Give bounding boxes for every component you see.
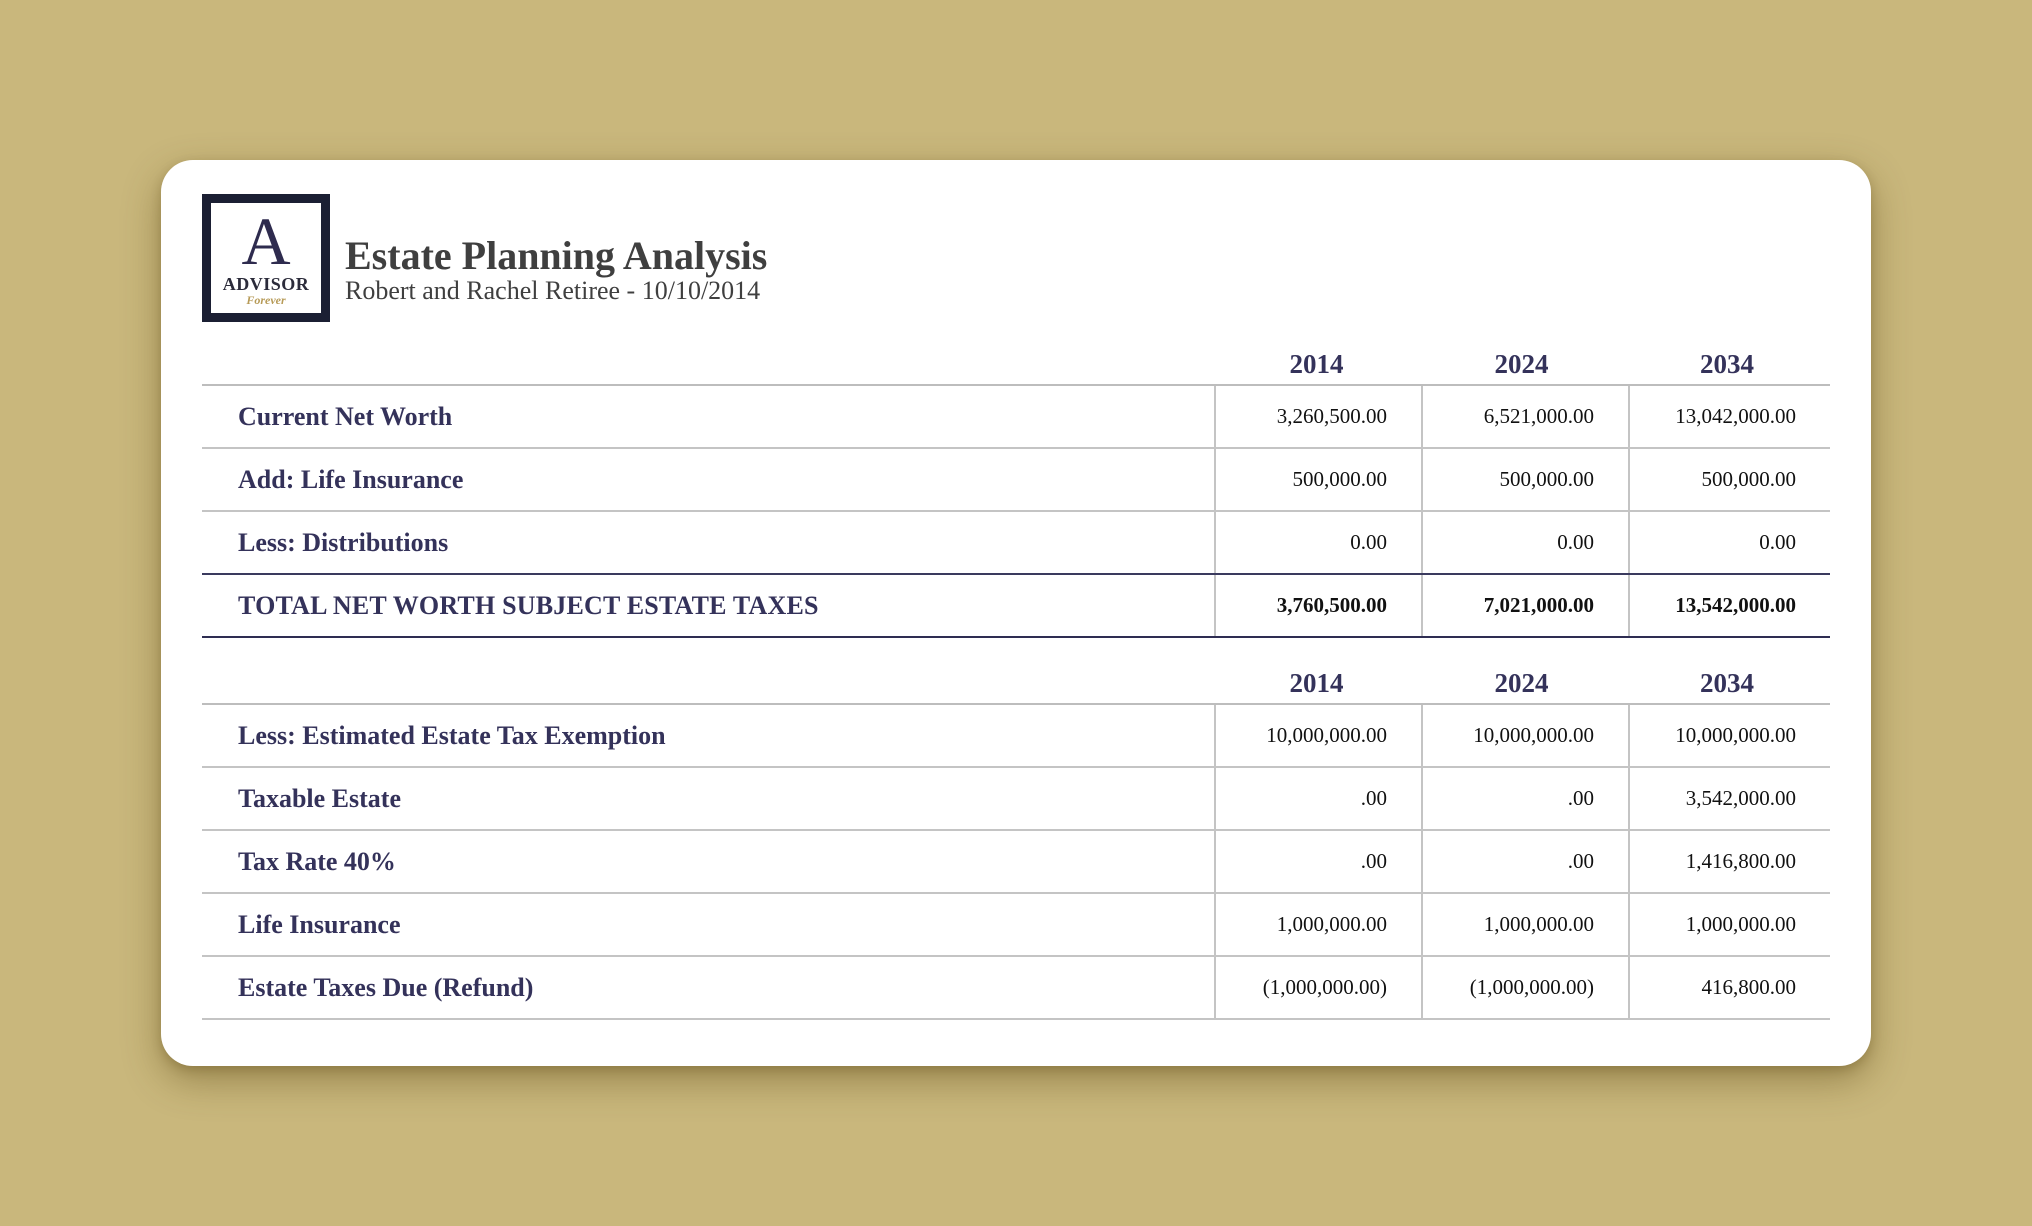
advisor-logo: A ADVISOR Forever (202, 194, 330, 322)
table-row-less-distributions: Less: Distributions 0.00 0.00 0.00 (202, 512, 1830, 575)
cell-value: 500,000.00 (1421, 449, 1628, 510)
cell-value: 6,521,000.00 (1421, 386, 1628, 447)
table-header: 2014 2024 2034 (202, 665, 1830, 705)
table-row-add-life-insurance: Add: Life Insurance 500,000.00 500,000.0… (202, 449, 1830, 512)
row-label: Taxable Estate (238, 784, 401, 813)
cell-value: (1,000,000.00) (1214, 957, 1421, 1018)
cell-value: 1,000,000.00 (1214, 894, 1421, 955)
row-label: Life Insurance (238, 910, 401, 939)
estate-tax-table: 2014 2024 2034 Less: Estimated Estate Ta… (202, 665, 1830, 1020)
table-row-total-net-worth: TOTAL NET WORTH SUBJECT ESTATE TAXES 3,7… (202, 575, 1830, 638)
table-header: 2014 2024 2034 (202, 346, 1830, 386)
table-row-life-insurance: Life Insurance 1,000,000.00 1,000,000.00… (202, 894, 1830, 957)
logo-letter: A (241, 203, 291, 279)
total-value: 3,760,500.00 (1214, 575, 1421, 636)
column-header-year: 2014 (1289, 349, 1344, 379)
page-subtitle: Robert and Rachel Retiree - 10/10/2014 (345, 276, 761, 305)
cell-value: 416,800.00 (1628, 957, 1830, 1018)
cell-value: 3,260,500.00 (1214, 386, 1421, 447)
cell-value: .00 (1214, 831, 1421, 892)
cell-value: 3,542,000.00 (1628, 768, 1830, 829)
logo-name: ADVISOR (222, 274, 310, 294)
cell-value: .00 (1421, 768, 1628, 829)
column-header-year: 2014 (1289, 668, 1344, 698)
net-worth-table: 2014 2024 2034 Current Net Worth 3,260,5… (202, 346, 1830, 638)
cell-value: 1,416,800.00 (1628, 831, 1830, 892)
row-label: Tax Rate 40% (238, 847, 396, 876)
cell-value: 1,000,000.00 (1421, 894, 1628, 955)
row-label: Less: Distributions (238, 528, 449, 557)
table-row-estate-tax-exemption: Less: Estimated Estate Tax Exemption 10,… (202, 705, 1830, 768)
row-label: Add: Life Insurance (238, 465, 464, 494)
column-header-year: 2024 (1494, 668, 1549, 698)
table-row-taxable-estate: Taxable Estate .00 .00 3,542,000.00 (202, 768, 1830, 831)
cell-value: 10,000,000.00 (1628, 705, 1830, 766)
total-label: TOTAL NET WORTH SUBJECT ESTATE TAXES (238, 591, 819, 620)
cell-value: 10,000,000.00 (1421, 705, 1628, 766)
cell-value: .00 (1421, 831, 1628, 892)
header-label-spacer (202, 346, 1214, 384)
row-label: Estate Taxes Due (Refund) (238, 973, 534, 1002)
cell-value: 0.00 (1421, 512, 1628, 573)
column-header-year: 2024 (1494, 349, 1549, 379)
cell-value: .00 (1214, 768, 1421, 829)
cell-value: 0.00 (1628, 512, 1830, 573)
page-title: Estate Planning Analysis (345, 233, 768, 278)
column-header-year: 2034 (1700, 349, 1754, 379)
total-value: 7,021,000.00 (1421, 575, 1628, 636)
cell-value: 1,000,000.00 (1628, 894, 1830, 955)
total-value: 13,542,000.00 (1628, 575, 1830, 636)
row-label: Less: Estimated Estate Tax Exemption (238, 721, 666, 750)
report-card: A ADVISOR Forever Estate Planning Analys… (161, 160, 1871, 1066)
logo-tagline: Forever (246, 293, 286, 307)
table-row-estate-taxes-due: Estate Taxes Due (Refund) (1,000,000.00)… (202, 957, 1830, 1020)
cell-value: 0.00 (1214, 512, 1421, 573)
header-label-spacer (202, 665, 1214, 703)
table-row-tax-rate: Tax Rate 40% .00 .00 1,416,800.00 (202, 831, 1830, 894)
cell-value: 500,000.00 (1214, 449, 1421, 510)
cell-value: 500,000.00 (1628, 449, 1830, 510)
table-row-current-net-worth: Current Net Worth 3,260,500.00 6,521,000… (202, 386, 1830, 449)
row-label: Current Net Worth (238, 402, 453, 431)
cell-value: 10,000,000.00 (1214, 705, 1421, 766)
cell-value: 13,042,000.00 (1628, 386, 1830, 447)
cell-value: (1,000,000.00) (1421, 957, 1628, 1018)
column-header-year: 2034 (1700, 668, 1754, 698)
